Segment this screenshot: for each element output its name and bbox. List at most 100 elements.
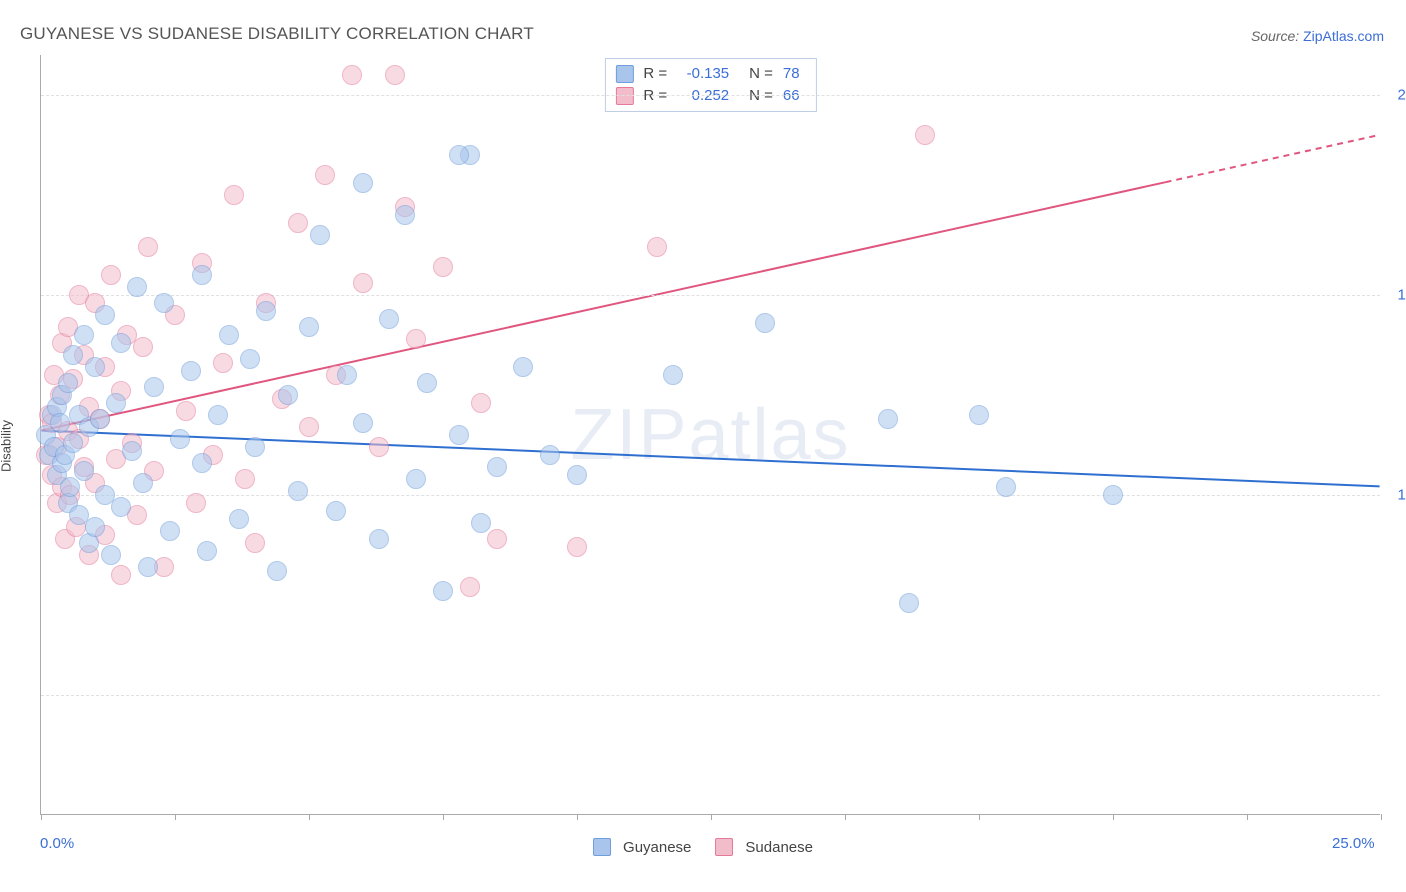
legend-swatch [715,838,733,856]
watermark-text: ZIPatlas [570,394,850,476]
x-tick [1247,814,1248,820]
scatter-point [101,545,121,565]
scatter-point [433,257,453,277]
scatter-point [111,565,131,585]
x-axis-label-max: 25.0% [1332,835,1375,852]
chart-title: GUYANESE VS SUDANESE DISABILITY CORRELAT… [20,24,534,44]
scatter-point [567,465,587,485]
scatter-point [186,493,206,513]
x-tick [443,814,444,820]
x-tick [1113,814,1114,820]
stats-legend-box: R = -0.135 N = 78 R = 0.252 N = 66 [604,58,816,112]
series-legend-item: Sudanese [715,838,813,856]
gridline [41,295,1380,296]
source-line: Source: ZipAtlas.com [1251,28,1384,44]
scatter-point [63,345,83,365]
scatter-point [385,65,405,85]
legend-swatch [593,838,611,856]
scatter-point [299,417,319,437]
scatter-point [74,325,94,345]
scatter-point [310,225,330,245]
scatter-point [406,469,426,489]
trend-line [41,182,1165,430]
legend-swatch [615,65,633,83]
scatter-point [240,349,260,369]
x-tick [711,814,712,820]
plot-area: ZIPatlas R =-0.135N =78R =0.252N =66 5.0… [40,55,1380,815]
legend-n-value: 78 [783,63,800,85]
source-label: Source: [1251,28,1299,44]
scatter-point [471,393,491,413]
legend-n-value: 66 [783,85,800,107]
scatter-point [449,425,469,445]
legend-r-value: -0.135 [677,63,729,85]
legend-swatch [615,87,633,105]
scatter-point [219,325,239,345]
y-tick-label: 20.0% [1397,87,1406,104]
scatter-point [224,185,244,205]
x-axis-label-min: 0.0% [40,835,74,852]
scatter-point [50,413,70,433]
scatter-point [915,125,935,145]
scatter-point [160,521,180,541]
scatter-point [471,513,491,533]
scatter-point [74,461,94,481]
x-tick [175,814,176,820]
scatter-point [63,433,83,453]
stats-legend-row: R = -0.135 N = 78 [615,63,803,85]
scatter-point [369,437,389,457]
scatter-point [379,309,399,329]
scatter-point [208,405,228,425]
legend-r-label: R = [643,63,667,85]
scatter-point [170,429,190,449]
legend-n-label: N = [749,85,773,107]
scatter-point [315,165,335,185]
scatter-point [95,305,115,325]
scatter-point [267,561,287,581]
trend-line [1166,135,1380,182]
y-axis-label: Disability [0,420,14,472]
scatter-point [567,537,587,557]
scatter-point [144,377,164,397]
y-tick-label: 10.0% [1397,487,1406,504]
scatter-point [90,409,110,429]
gridline [41,495,1380,496]
series-legend-label: Sudanese [745,839,813,856]
series-legend-label: Guyanese [623,839,691,856]
scatter-point [111,497,131,517]
scatter-point [138,237,158,257]
scatter-point [460,577,480,597]
scatter-point [647,237,667,257]
scatter-point [513,357,533,377]
scatter-point [58,373,78,393]
legend-n-label: N = [749,63,773,85]
scatter-point [487,457,507,477]
scatter-point [85,517,105,537]
scatter-point [353,173,373,193]
scatter-point [337,365,357,385]
x-tick [845,814,846,820]
y-tick-label: 15.0% [1397,287,1406,304]
scatter-point [663,365,683,385]
scatter-point [969,405,989,425]
scatter-point [996,477,1016,497]
x-tick [577,814,578,820]
source-link[interactable]: ZipAtlas.com [1303,28,1384,44]
scatter-point [245,437,265,457]
series-legend-item: Guyanese [593,838,691,856]
scatter-point [235,469,255,489]
scatter-point [85,357,105,377]
scatter-point [127,277,147,297]
scatter-point [213,353,233,373]
trend-lines-svg [41,55,1380,814]
scatter-point [353,273,373,293]
scatter-point [192,265,212,285]
scatter-point [487,529,507,549]
legend-r-value: 0.252 [677,85,729,107]
scatter-point [133,473,153,493]
scatter-point [395,205,415,225]
scatter-point [111,333,131,353]
legend-r-label: R = [643,85,667,107]
scatter-point [326,501,346,521]
x-tick [41,814,42,820]
